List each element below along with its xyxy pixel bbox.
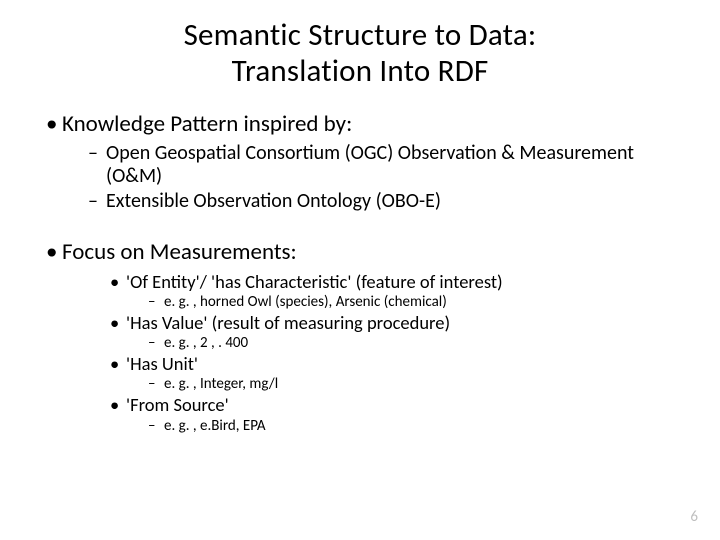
slide-title: Semantic Structure to Data: Translation … xyxy=(40,18,680,89)
bullet-2-sub-1: 'Of Entity'/ 'has Characteristic' (featu… xyxy=(40,271,680,292)
page-number: 6 xyxy=(690,508,698,526)
bullet-2-sub-4: 'From Source' xyxy=(40,394,680,415)
title-line-1: Semantic Structure to Data: xyxy=(184,16,537,54)
bullet-1-sub-2: Extensible Observation Ontology (OBO-E) xyxy=(40,190,680,213)
bullet-2-sub-2-eg: e. g. , 2 , . 400 xyxy=(40,334,680,352)
bullet-2-sub-1-eg: e. g. , horned Owl (species), Arsenic (c… xyxy=(40,293,680,311)
bullet-2: Focus on Measurements: xyxy=(40,239,680,266)
spacer xyxy=(40,215,680,239)
bullet-2-sub-2: 'Has Value' (result of measuring procedu… xyxy=(40,312,680,333)
bullet-list: Knowledge Pattern inspired by: Open Geos… xyxy=(40,111,680,434)
bullet-2-sub-4-eg: e. g. , e.Bird, EPA xyxy=(40,417,680,435)
bullet-1: Knowledge Pattern inspired by: xyxy=(40,111,680,138)
bullet-2-sub-3: 'Has Unit' xyxy=(40,353,680,374)
bullet-2-sub-3-eg: e. g. , Integer, mg/l xyxy=(40,375,680,393)
title-line-2: Translation Into RDF xyxy=(232,52,489,90)
bullet-1-sub-1: Open Geospatial Consortium (OGC) Observa… xyxy=(40,142,680,188)
slide: Semantic Structure to Data: Translation … xyxy=(0,0,720,540)
